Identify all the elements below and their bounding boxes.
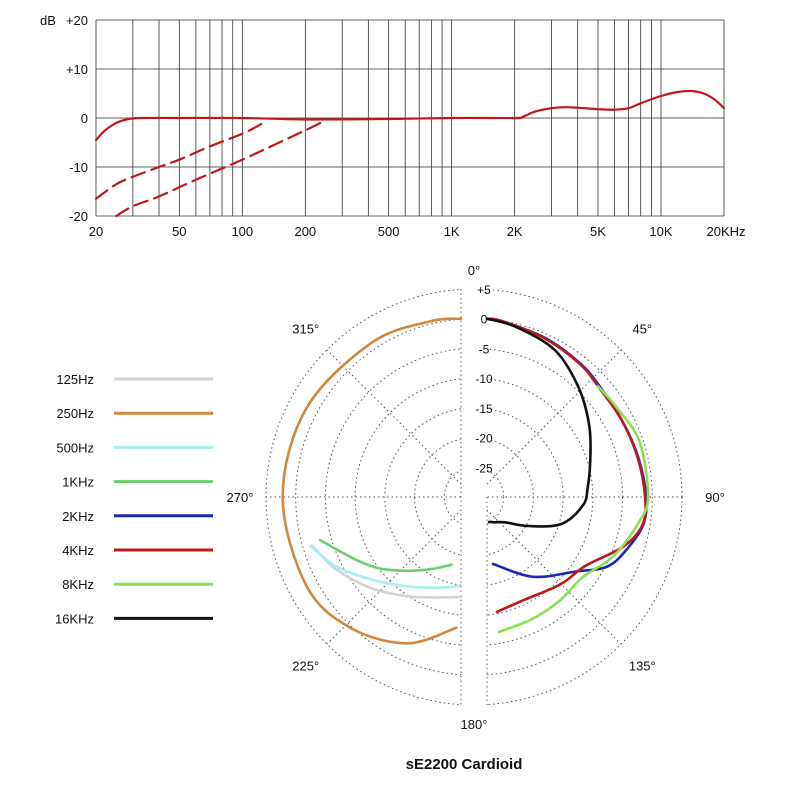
polar-curves xyxy=(281,317,650,645)
x-tick-label: 20 xyxy=(89,224,103,239)
legend-label: 125Hz xyxy=(56,372,94,387)
x-tick-label: 5K xyxy=(590,224,606,239)
polar-axis-band xyxy=(461,287,487,707)
polar-spoke xyxy=(326,349,475,498)
polar-series-500hz xyxy=(308,544,461,590)
radial-tick-label: -15 xyxy=(475,402,493,416)
chart-title: sE2200 Cardioid xyxy=(406,756,523,773)
x-tick-label: 20KHz xyxy=(706,224,745,239)
angle-label: 45° xyxy=(632,322,652,337)
legend-label: 250Hz xyxy=(56,406,94,421)
y-tick-label: -20 xyxy=(69,209,88,224)
polar-spoke xyxy=(473,496,622,645)
polar-series-16khz xyxy=(485,317,592,528)
response-curve-dashed xyxy=(94,119,268,200)
y-tick-label: 0 xyxy=(81,111,88,126)
radial-tick-label: +5 xyxy=(477,283,491,297)
frequency-response-ticks: 20 50 100 200 500 1K 2K 5K 10K 20KHz +20 +10 0 -10 -20… xyxy=(40,13,746,239)
radial-tick-label: -5 xyxy=(479,342,490,356)
angle-label: 225° xyxy=(292,658,319,673)
legend-label: 8KHz xyxy=(62,577,94,592)
angle-label: 180° xyxy=(461,717,488,732)
angle-label: 0° xyxy=(468,263,480,278)
x-tick-label: 10K xyxy=(649,224,672,239)
response-curve-main xyxy=(94,89,726,142)
angle-label: 135° xyxy=(629,658,656,673)
polar-labels: +5 0 -5 -10 -15 -20 -25 0° 45° 90° 135° 180° 225° 270… xyxy=(227,263,725,732)
polar-series-8khz xyxy=(497,384,650,634)
legend-label: 16KHz xyxy=(55,611,94,626)
x-tick-label: 1K xyxy=(444,224,460,239)
y-axis-label: dB xyxy=(40,13,56,28)
polar-series-2khz xyxy=(485,317,648,579)
frequency-response-curves xyxy=(94,89,726,218)
polar-series-125hz xyxy=(310,544,463,599)
x-tick-label: 2K xyxy=(507,224,523,239)
legend: 125Hz 250Hz 500Hz 1KHz 2KHz 4KHz 8KHz 16KHz xyxy=(55,372,213,626)
y-tick-label: +10 xyxy=(66,62,88,77)
legend-label: 4KHz xyxy=(62,543,94,558)
y-tick-label: -10 xyxy=(69,160,88,175)
polar-spoke xyxy=(473,349,622,498)
radial-tick-label: -20 xyxy=(475,432,493,446)
angle-label: 315° xyxy=(292,322,319,337)
response-curve-dashed xyxy=(115,119,327,218)
radial-tick-label: -10 xyxy=(475,372,493,386)
x-tick-label: 100 xyxy=(231,224,253,239)
legend-label: 500Hz xyxy=(56,440,94,455)
radial-tick-label: -25 xyxy=(475,461,493,475)
polar-series-1khz xyxy=(318,538,453,573)
y-tick-label: +20 xyxy=(66,13,88,28)
angle-label: 90° xyxy=(705,490,725,505)
angle-label: 270° xyxy=(227,490,254,505)
x-tick-label: 200 xyxy=(294,224,316,239)
polar-grid xyxy=(265,287,683,707)
x-tick-label: 500 xyxy=(378,224,400,239)
polar-ring xyxy=(354,377,594,617)
radial-tick-label: 0 xyxy=(481,313,488,327)
polar-series-4khz xyxy=(485,317,647,614)
polar-series-250hz xyxy=(281,317,463,645)
legend-label: 2KHz xyxy=(62,509,94,524)
x-tick-label: 50 xyxy=(172,224,186,239)
legend-label: 1KHz xyxy=(62,475,94,490)
